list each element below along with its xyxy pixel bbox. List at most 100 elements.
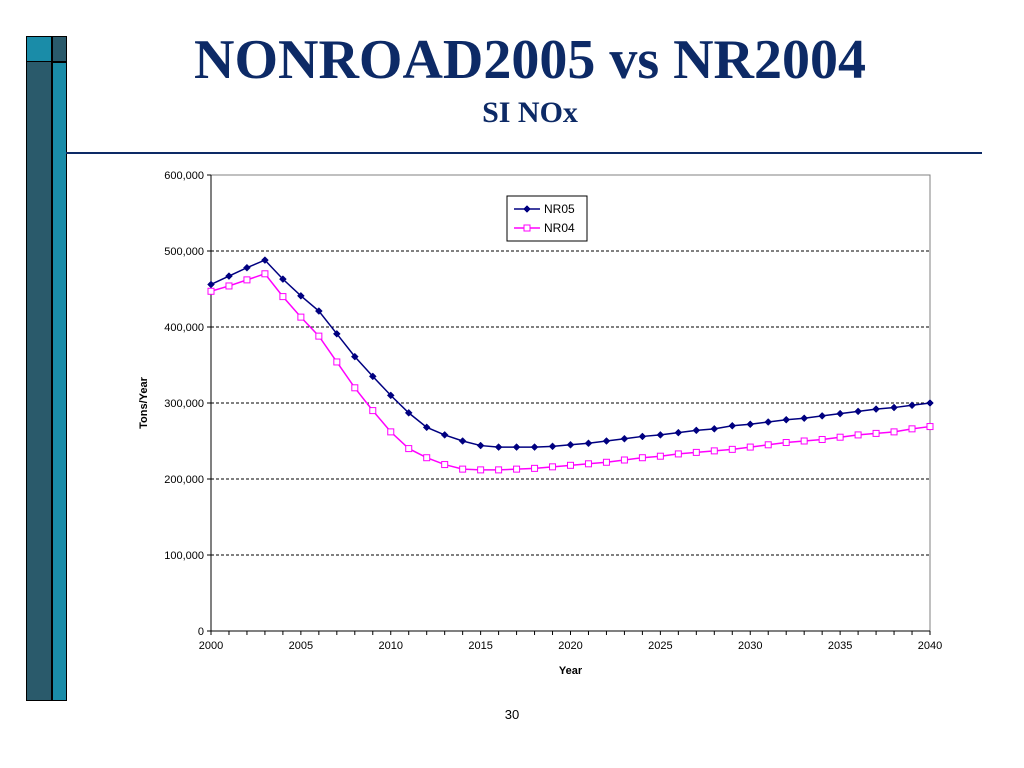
data-point-nr04 [782,439,790,447]
data-point-nr04 [261,270,269,278]
data-point-nr04 [405,445,413,453]
data-point-nr05 [207,280,215,289]
data-point-nr05 [800,414,809,423]
data-point-nr04 [872,429,880,437]
x-tick-label: 2005 [289,640,313,652]
data-point-nr04 [513,465,521,473]
data-point-nr05 [314,307,323,315]
y-axis-title: Tons/Year [138,376,150,428]
data-point-nr05 [926,399,934,407]
data-point-nr04 [207,287,215,295]
data-point-nr04 [692,448,700,456]
data-point-nr04 [818,435,826,443]
data-point-nr04 [315,332,323,340]
legend-marker-nr05 [523,205,531,213]
data-point-nr04 [243,276,251,284]
legend-label-nr05: NR05 [544,202,575,216]
data-point-nr05 [566,440,575,449]
data-point-nr05 [243,263,251,272]
slide-subtitle: SI NOx [482,96,578,129]
data-point-nr04 [836,433,844,441]
data-point-nr04 [531,464,539,472]
data-point-nr04 [638,454,646,462]
data-point-nr04 [441,461,449,469]
data-point-nr04 [477,466,485,474]
data-point-nr05 [872,405,880,413]
data-point-nr04 [297,313,305,321]
data-point-nr04 [854,431,862,439]
slide-number: 30 [504,707,520,722]
x-tick-label: 2010 [379,640,403,652]
y-tick-label: 200,000 [164,474,204,486]
data-point-nr04 [602,458,610,466]
y-tick-label: 600,000 [164,170,204,182]
data-point-nr05 [620,434,629,443]
data-point-nr05 [458,437,467,445]
sidebar-teal-square [26,36,52,62]
legend-box [506,195,588,242]
data-point-nr04 [567,461,574,469]
data-point-nr04 [369,407,377,415]
data-point-nr05 [261,256,269,264]
x-axis-title: Year [559,665,583,677]
data-point-nr05 [584,439,593,448]
data-point-nr04 [351,384,359,392]
x-tick-label: 2035 [828,640,852,652]
data-point-nr05 [836,409,844,418]
data-point-nr04 [728,445,736,453]
x-tick-label: 2020 [558,640,582,652]
data-point-nr04 [495,466,503,474]
data-point-nr05 [656,431,665,439]
data-point-nr05 [332,329,341,338]
sidebar-dark-bar [26,36,52,701]
legend-label-nr04: NR04 [544,221,575,235]
data-point-nr05 [386,391,395,400]
y-tick-label: 0 [198,626,204,638]
x-tick-label: 2000 [199,640,223,652]
data-point-nr04 [656,452,664,460]
y-tick-label: 100,000 [164,550,204,562]
data-point-nr04 [890,428,898,436]
data-point-nr04 [549,463,557,471]
sidebar-teal-bar [52,62,67,701]
data-point-nr05 [710,424,719,433]
data-point-nr04 [387,428,395,436]
legend-marker-nr04 [523,224,531,232]
x-tick-label: 2040 [918,640,942,652]
data-point-nr05 [818,412,827,420]
data-point-nr05 [494,443,503,451]
data-point-nr05 [297,291,305,300]
data-point-nr04 [710,447,718,455]
data-point-nr04 [926,423,934,431]
data-point-nr05 [908,401,916,410]
data-point-nr05 [746,420,755,429]
data-point-nr04 [620,456,628,464]
data-point-nr05 [638,432,647,441]
data-point-nr05 [530,443,539,451]
data-point-nr04 [800,437,808,445]
data-point-nr04 [225,282,233,290]
data-point-nr05 [782,415,791,424]
data-point-nr05 [548,442,557,451]
data-point-nr05 [368,372,377,381]
data-point-nr04 [279,293,287,301]
data-point-nr05 [440,431,449,439]
sidebar-dark-square [52,36,67,62]
data-point-nr04 [584,460,592,468]
x-tick-label: 2030 [738,640,762,652]
data-point-nr05 [674,428,683,437]
slide-title: NONROAD2005 vs NR2004 [194,29,866,91]
y-tick-label: 300,000 [164,398,204,410]
data-point-nr05 [350,352,359,361]
data-point-nr05 [692,426,701,435]
data-point-nr05 [602,437,611,445]
title-divider [66,152,982,154]
data-point-nr05 [279,275,287,283]
data-point-nr05 [764,418,773,426]
data-point-nr04 [333,358,341,366]
x-tick-label: 2025 [648,640,672,652]
data-point-nr05 [728,421,737,430]
data-point-nr04 [908,425,916,433]
data-point-nr05 [404,409,413,417]
data-point-nr05 [890,403,898,412]
